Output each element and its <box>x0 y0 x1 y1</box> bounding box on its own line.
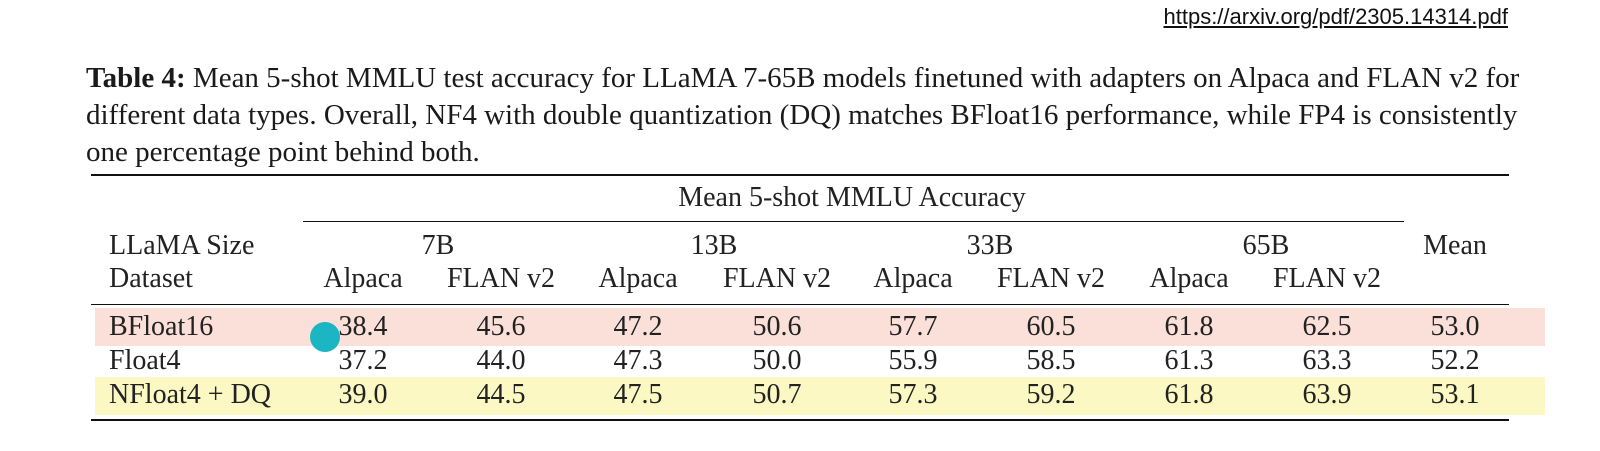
table-cell: 47.5 <box>613 379 663 410</box>
size-header: 65B <box>1242 230 1290 261</box>
table-caption: Table 4: Mean 5-shot MMLU test accuracy … <box>86 60 1551 171</box>
row-header-size: LLaMA Size <box>109 230 255 261</box>
size-header: 33B <box>966 230 1014 261</box>
table-cell: 50.6 <box>752 311 802 342</box>
table-cell: 61.8 <box>1164 311 1214 342</box>
table-cell: 59.2 <box>1026 379 1076 410</box>
table-cell: 57.3 <box>888 379 938 410</box>
row-label-nfloat4-dq: NFloat4 + DQ <box>109 379 272 410</box>
table-cell: 45.6 <box>476 311 526 342</box>
row-label-bfloat16: BFloat16 <box>109 311 214 342</box>
dataset-header: FLAN v2 <box>996 263 1106 294</box>
dataset-header: FLAN v2 <box>722 263 832 294</box>
super-header: Mean 5-shot MMLU Accuracy <box>678 182 1026 213</box>
cursor-dot-icon <box>310 322 340 352</box>
table-cell: 63.3 <box>1302 345 1352 376</box>
table-cell: 61.8 <box>1164 379 1214 410</box>
caption-label: Table 4: <box>86 62 186 94</box>
table-cell: 37.2 <box>338 345 388 376</box>
caption-text: Mean 5-shot MMLU test accuracy for LLaMA… <box>86 62 1520 168</box>
table-cell: 63.9 <box>1302 379 1352 410</box>
table-cell: 60.5 <box>1026 311 1076 342</box>
bottom-rule <box>91 419 1509 421</box>
mean-cell: 53.0 <box>1430 311 1480 342</box>
table-cell: 58.5 <box>1026 345 1076 376</box>
table-cell: 61.3 <box>1164 345 1214 376</box>
header-rule <box>91 304 1509 305</box>
table-cell: 44.5 <box>476 379 526 410</box>
dataset-header: FLAN v2 <box>446 263 556 294</box>
dataset-header: Alpaca <box>323 263 403 294</box>
table-cell: 38.4 <box>338 311 388 342</box>
table-cell: 44.0 <box>476 345 526 376</box>
table-cell: 50.0 <box>752 345 802 376</box>
row-highlight-nfloat4 <box>95 377 1545 415</box>
size-header: 7B <box>421 230 455 261</box>
dataset-header: Alpaca <box>873 263 953 294</box>
table-cell: 50.7 <box>752 379 802 410</box>
table-cell: 47.3 <box>613 345 663 376</box>
top-rule <box>91 174 1509 176</box>
mean-cell: 53.1 <box>1430 379 1480 410</box>
table-cell: 62.5 <box>1302 311 1352 342</box>
table-cell: 55.9 <box>888 345 938 376</box>
table-cell: 57.7 <box>888 311 938 342</box>
source-url-link[interactable]: https://arxiv.org/pdf/2305.14314.pdf <box>1163 4 1509 29</box>
super-header-rule <box>303 221 1404 222</box>
dataset-header: Alpaca <box>598 263 678 294</box>
table-cell: 47.2 <box>613 311 663 342</box>
dataset-header: FLAN v2 <box>1272 263 1382 294</box>
mean-header: Mean <box>1423 230 1487 261</box>
row-header-dataset: Dataset <box>109 263 193 294</box>
dataset-header: Alpaca <box>1149 263 1229 294</box>
row-label-float4: Float4 <box>109 345 181 376</box>
size-header: 13B <box>690 230 738 261</box>
table-cell: 39.0 <box>338 379 388 410</box>
mean-cell: 52.2 <box>1430 345 1480 376</box>
